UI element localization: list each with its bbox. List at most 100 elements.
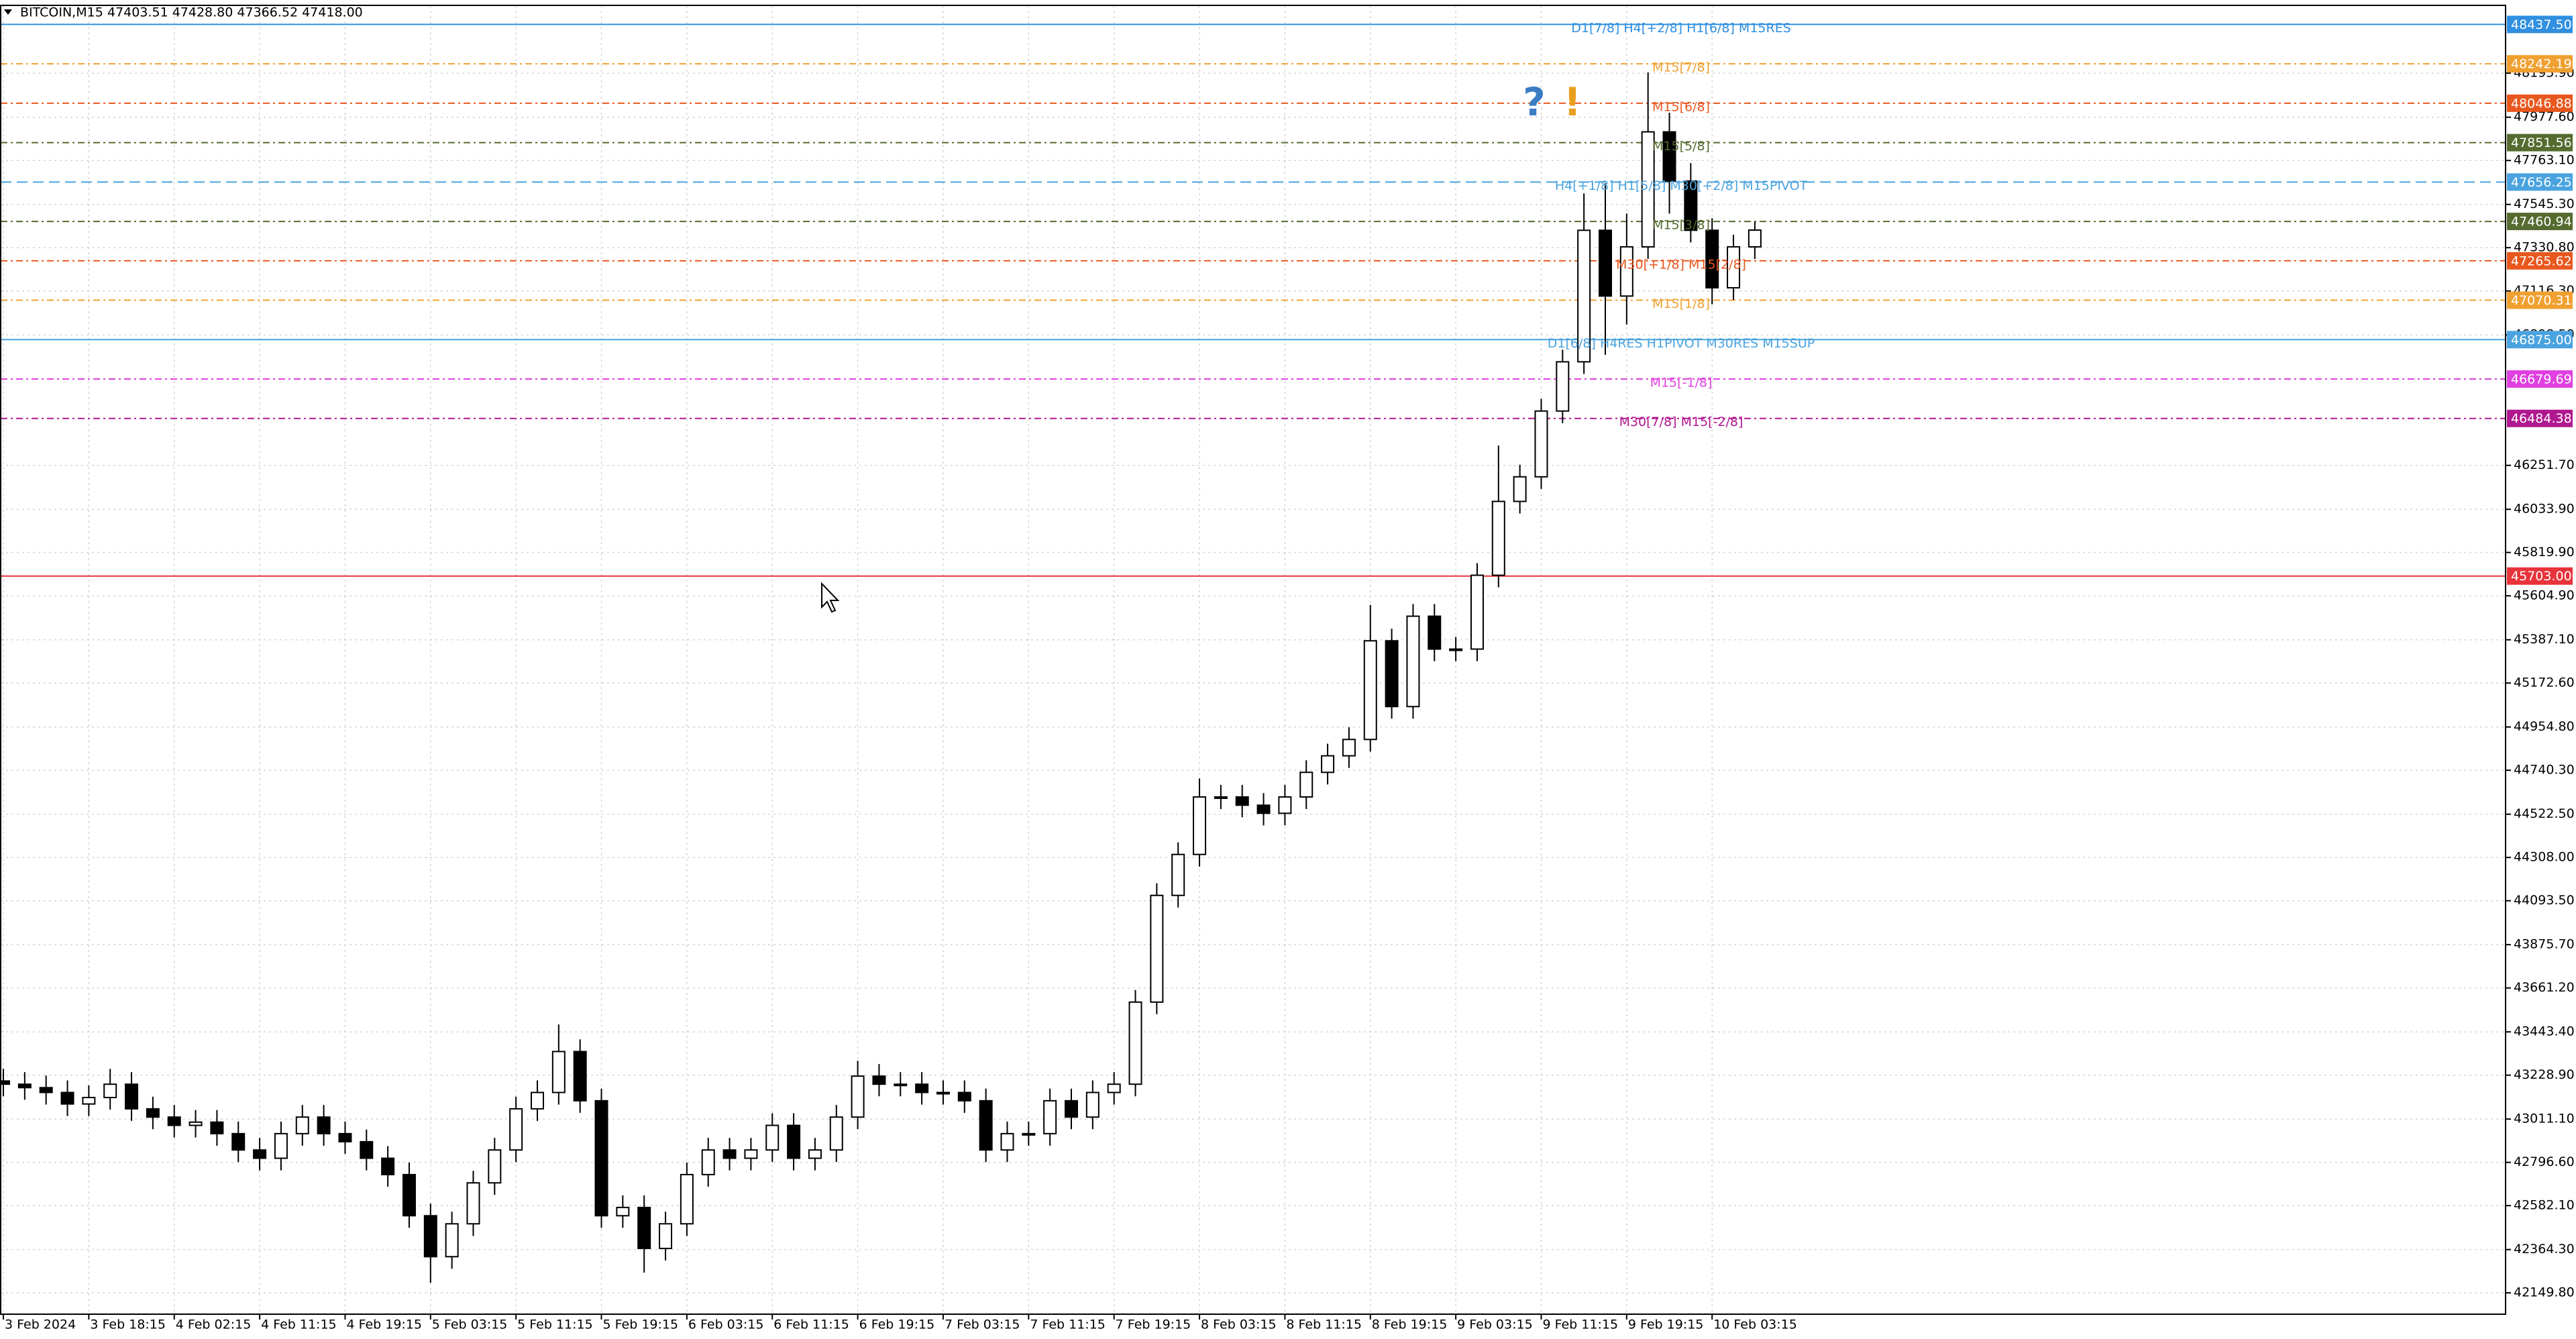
level-text: H4[+1/8] H1[5/8] M30[+2/8] M15PIVOT [1555, 178, 1808, 193]
candle-body [894, 1083, 908, 1087]
candle-body [680, 1173, 694, 1225]
y-tick-label: 42149.80 [2514, 1285, 2575, 1300]
x-tick-label: 7 Feb 19:15 [1116, 1318, 1191, 1332]
candle-body [808, 1149, 822, 1159]
menu-triangle[interactable] [4, 9, 12, 15]
candle-body [189, 1121, 203, 1126]
x-tick-label: 6 Feb 19:15 [859, 1318, 935, 1332]
y-tick-label: 43011.10 [2514, 1112, 2575, 1126]
y-tick-label: 42582.10 [2514, 1198, 2575, 1213]
y-tick-label: 44093.50 [2514, 893, 2575, 908]
candle-body [125, 1083, 139, 1110]
candle-body [1000, 1132, 1014, 1151]
labels: D1[7/8] H4[+2/8] H1[6/8] M15RES 48437.50 M… [1548, 15, 2573, 585]
x-tick-label: 3 Feb 18:15 [90, 1318, 166, 1332]
level-price-label: 47070.31 [2511, 293, 2572, 308]
candle-body [1727, 246, 1741, 288]
candle-body [1385, 640, 1399, 708]
y-tick-label: 46033.90 [2514, 502, 2575, 517]
y-tick-label: 44308.00 [2514, 850, 2575, 865]
level-text: M15[-1/8] [1650, 376, 1713, 390]
candle-body [979, 1100, 993, 1151]
level-price-box [2507, 331, 2573, 349]
candle-body [1107, 1083, 1121, 1093]
candle-body [1085, 1091, 1099, 1118]
candle-body [231, 1132, 246, 1151]
level-price-label: 48242.19 [2511, 57, 2572, 72]
candle-body [616, 1206, 630, 1217]
candle-body [488, 1149, 502, 1184]
candle-body [39, 1087, 53, 1093]
candle-body [423, 1215, 437, 1258]
candle-body [744, 1149, 758, 1159]
mouse-cursor [821, 582, 840, 613]
y-tick-label: 43661.20 [2514, 980, 2575, 995]
candle-body [167, 1116, 181, 1126]
candle-body [1513, 476, 1527, 502]
x-tick-label: 6 Feb 11:15 [773, 1318, 849, 1332]
candle-body [829, 1116, 843, 1151]
level-price-box [2507, 252, 2573, 270]
plot-frame [0, 5, 2506, 1315]
level-text: M15[6/8] [1652, 99, 1710, 114]
candle-body [1022, 1132, 1036, 1136]
candle-body [765, 1124, 780, 1151]
level-price-box [2507, 567, 2573, 585]
x-tick-label: 8 Feb 11:15 [1286, 1318, 1362, 1332]
x-tick-label: 4 Feb 11:15 [261, 1318, 337, 1332]
candle-body [402, 1173, 416, 1217]
level-text: M15[3/8] [1652, 218, 1710, 233]
candle-body [573, 1051, 587, 1102]
candle-body [1256, 804, 1271, 814]
level-price-label: 47656.25 [2511, 175, 2572, 190]
x-tick-label: 10 Feb 03:15 [1713, 1318, 1797, 1332]
candle-body [1150, 894, 1164, 1003]
level-price-box [2507, 213, 2573, 231]
level-price-label: 48046.88 [2511, 96, 2572, 111]
y-tick-label: 47545.30 [2514, 197, 2575, 211]
x-tick-label: 7 Feb 11:15 [1030, 1318, 1106, 1332]
level-price-box [2507, 55, 2573, 73]
y-tick-label: 45172.60 [2514, 676, 2575, 690]
candle-body [1619, 246, 1633, 297]
candle-body [1299, 771, 1313, 798]
y-tick-label: 45819.90 [2514, 545, 2575, 559]
candle-body [1065, 1100, 1078, 1118]
candle-body [1556, 361, 1570, 412]
x-tick-label: 6 Feb 03:15 [688, 1318, 764, 1332]
candle-body [594, 1100, 608, 1217]
x-tick-label: 4 Feb 19:15 [346, 1318, 422, 1332]
candle-body [466, 1182, 480, 1225]
candle-body [637, 1206, 651, 1249]
candle-body [1470, 574, 1484, 650]
level-text: D1[7/8] H4[+2/8] H1[6/8] M15RES [1571, 21, 1791, 36]
candle-body [295, 1116, 309, 1134]
candle-body [509, 1108, 523, 1151]
level-price-label: 47265.62 [2511, 254, 2572, 268]
y-tick-label: 45604.90 [2514, 588, 2575, 603]
candle-body [1235, 796, 1249, 806]
candle-body [1342, 739, 1356, 757]
candle-body [1641, 131, 1655, 248]
candle-body [1363, 640, 1377, 741]
x-tick-label: 9 Feb 19:15 [1628, 1318, 1704, 1332]
level-price-box [2507, 291, 2573, 309]
candle-body [1577, 229, 1591, 363]
x-tick-label: 9 Feb 11:15 [1542, 1318, 1618, 1332]
candle-body [787, 1124, 801, 1159]
question-icon: ? [1523, 79, 1546, 125]
x-tick-label: 8 Feb 19:15 [1372, 1318, 1448, 1332]
candle-body [360, 1140, 374, 1159]
y-tick-label: 43875.70 [2514, 937, 2575, 952]
level-text: M15[5/8] [1652, 139, 1710, 154]
x-tick-label: 7 Feb 03:15 [945, 1318, 1020, 1332]
candle-body [936, 1091, 950, 1095]
candle-body [82, 1097, 96, 1105]
candle-body [1534, 410, 1548, 478]
level-price-box [2507, 94, 2573, 112]
level-text: M30[+1/8] M15[2/8] [1616, 257, 1746, 272]
candle-body [1278, 796, 1292, 814]
level-text: M15[7/8] [1652, 60, 1710, 75]
candle-body [1321, 755, 1335, 773]
